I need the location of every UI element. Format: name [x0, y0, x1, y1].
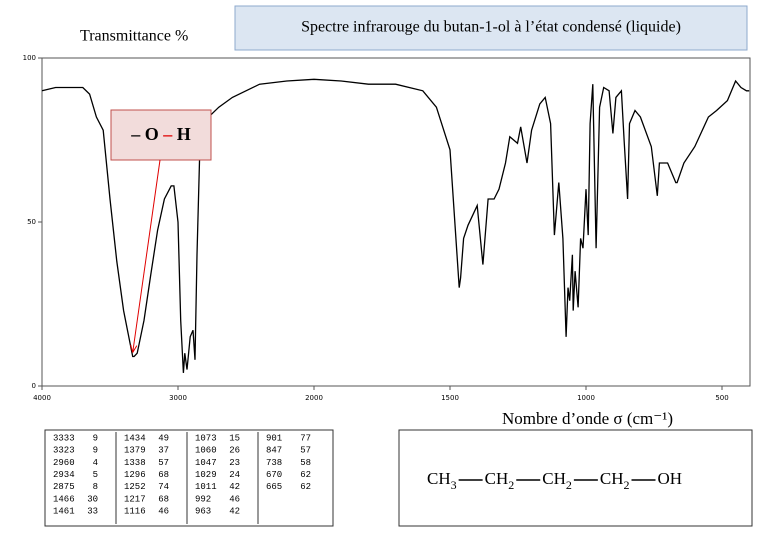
formula-group: CH2 [485, 469, 515, 492]
table-wavenumber: 738 [266, 458, 282, 468]
table-transmittance: 49 [158, 433, 169, 443]
formula-atom: CH [427, 469, 451, 488]
table-transmittance: 9 [93, 433, 98, 443]
formula-atom: OH [658, 469, 683, 488]
arrow-head [130, 344, 138, 353]
chart-title: Spectre infrarouge du butan-1-ol à l’éta… [301, 19, 681, 36]
y-tick-label: 100 [23, 54, 36, 62]
y-axis-label: Transmittance % [80, 28, 188, 45]
y-tick-label: 0 [32, 382, 36, 390]
table-wavenumber: 992 [195, 494, 211, 504]
annotation-box [110, 109, 212, 161]
formula-box [398, 429, 753, 527]
table-transmittance: 5 [93, 470, 98, 480]
table-wavenumber: 847 [266, 446, 282, 456]
spectrum-line [41, 78, 750, 373]
table-wavenumber: 1466 [53, 494, 75, 504]
table-wavenumber: 1434 [124, 433, 146, 443]
table-wavenumber: 1047 [195, 458, 217, 468]
table-wavenumber: 1217 [124, 494, 146, 504]
table-transmittance: 74 [158, 482, 169, 492]
x-tick-label: 1500 [441, 394, 459, 402]
table-wavenumber: 1029 [195, 470, 217, 480]
formula-group: CH2 [542, 469, 572, 492]
x-tick-label: 3000 [169, 394, 187, 402]
formula-subscript: 2 [508, 478, 514, 492]
table-wavenumber: 1252 [124, 482, 146, 492]
formula-subscript: 3 [451, 478, 457, 492]
formula-group: CH2 [600, 469, 630, 492]
table-transmittance: 68 [158, 470, 169, 480]
table-transmittance: 77 [300, 433, 311, 443]
table-transmittance: 15 [229, 433, 240, 443]
table-transmittance: 42 [229, 507, 240, 517]
table-transmittance: 37 [158, 446, 169, 456]
table-wavenumber: 963 [195, 507, 211, 517]
table-transmittance: 42 [229, 482, 240, 492]
peak-table: 3333 9 3323 9 2960 4 2934 5 2875 8 1466 30 1461 33 143… [53, 432, 311, 524]
formula: CH3 CH2 CH2 CH2 OH [427, 469, 682, 492]
formula-atom: CH [485, 469, 509, 488]
x-tick-label: 2000 [305, 394, 323, 402]
annotation-part: – O [130, 124, 163, 144]
annotation-text: – O – H [130, 124, 191, 144]
table-wavenumber: 901 [266, 433, 282, 443]
table-transmittance: 57 [300, 446, 311, 456]
title-box [234, 5, 748, 51]
table-transmittance: 62 [300, 470, 311, 480]
table-transmittance: 58 [300, 458, 311, 468]
table-wavenumber: 3323 [53, 446, 75, 456]
table-transmittance: 46 [229, 494, 240, 504]
table-wavenumber: 2934 [53, 470, 75, 480]
peak-table-box [44, 429, 334, 527]
table-wavenumber: 1461 [53, 507, 75, 517]
table-wavenumber: 1116 [124, 507, 146, 517]
formula-subscript: 2 [624, 478, 630, 492]
annotation-part: – [162, 124, 173, 144]
table-transmittance: 30 [87, 494, 98, 504]
table-wavenumber: 1060 [195, 446, 217, 456]
table-transmittance: 26 [229, 446, 240, 456]
table-wavenumber: 1073 [195, 433, 217, 443]
table-wavenumber: 1338 [124, 458, 146, 468]
table-wavenumber: 665 [266, 482, 282, 492]
x-tick-label: 500 [715, 394, 728, 402]
table-transmittance: 23 [229, 458, 240, 468]
table-transmittance: 62 [300, 482, 311, 492]
table-wavenumber: 2875 [53, 482, 75, 492]
table-wavenumber: 1011 [195, 482, 217, 492]
x-axis-label: Nombre d’onde σ (cm⁻¹) [502, 409, 673, 428]
table-transmittance: 8 [93, 482, 98, 492]
table-wavenumber: 2960 [53, 458, 75, 468]
annotation-part: H [172, 124, 191, 144]
table-transmittance: 9 [93, 446, 98, 456]
x-tick-label: 1000 [577, 394, 595, 402]
table-wavenumber: 1296 [124, 470, 146, 480]
table-transmittance: 4 [93, 458, 98, 468]
formula-group: CH3 [427, 469, 457, 492]
annotation-arrow [132, 159, 161, 353]
table-wavenumber: 670 [266, 470, 282, 480]
formula-atom: CH [600, 469, 624, 488]
table-transmittance: 33 [87, 507, 98, 517]
x-tick-label: 4000 [33, 394, 51, 402]
plot-frame [41, 57, 751, 387]
table-wavenumber: 1379 [124, 446, 146, 456]
formula-subscript: 2 [566, 478, 572, 492]
formula-group: OH [658, 469, 683, 488]
table-transmittance: 57 [158, 458, 169, 468]
table-transmittance: 46 [158, 507, 169, 517]
table-transmittance: 68 [158, 494, 169, 504]
table-wavenumber: 3333 [53, 433, 75, 443]
y-tick-label: 50 [27, 218, 36, 226]
table-transmittance: 24 [229, 470, 240, 480]
formula-atom: CH [542, 469, 566, 488]
